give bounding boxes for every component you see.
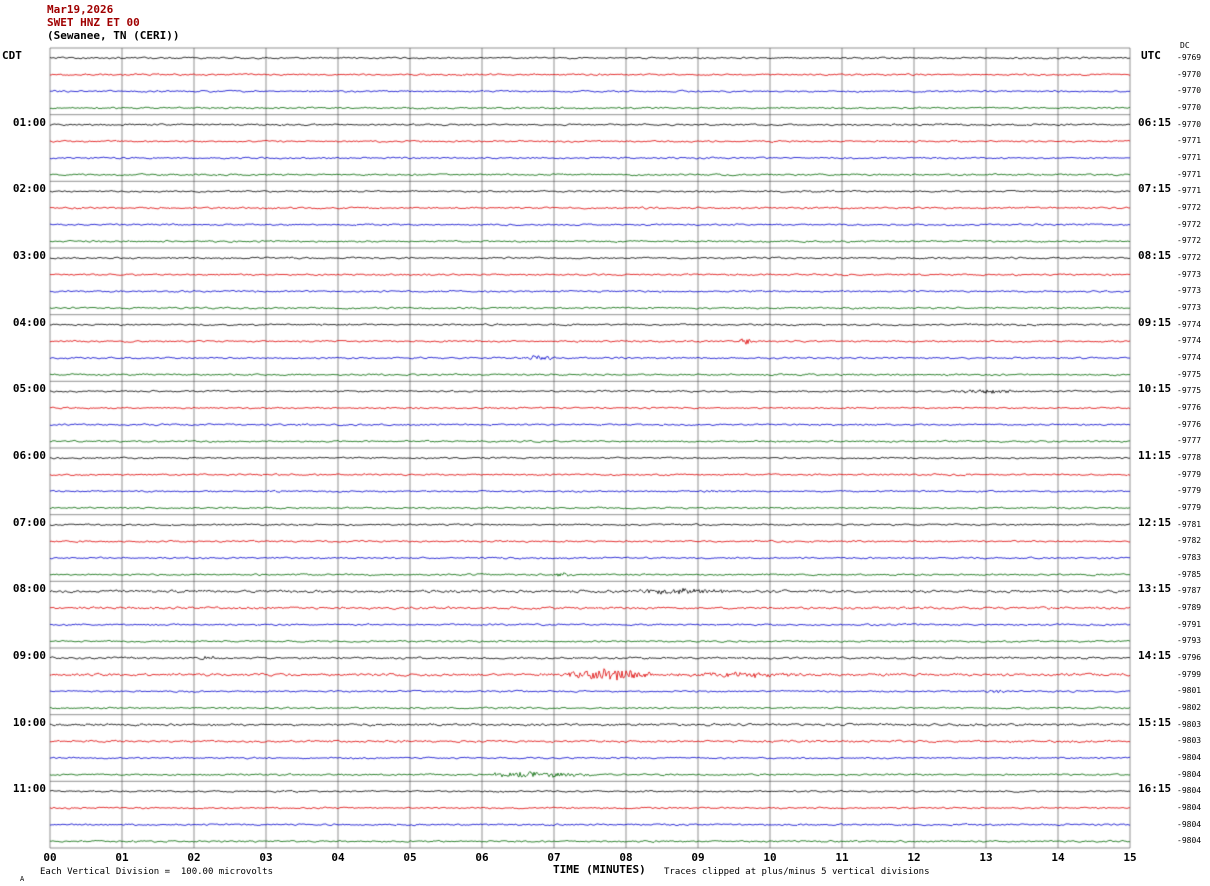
right-hour-label: 07:15	[1138, 182, 1172, 196]
x-tick-label: 15	[1123, 851, 1137, 864]
x-tick-label: 03	[259, 851, 273, 864]
left-hour-label: 05:00	[12, 382, 46, 396]
date-label: Mar19,2026	[47, 3, 114, 16]
dc-offset-value: -9772	[1177, 253, 1202, 262]
clip-note: Traces clipped at plus/minus 5 vertical …	[664, 867, 930, 877]
left-hour-label: 11:00	[12, 782, 46, 796]
dc-offset-value: -9787	[1177, 586, 1202, 596]
location-label: (Sewanee, TN (CERI))	[47, 29, 180, 42]
dc-offset-value: -9774	[1177, 336, 1202, 346]
dc-offset-value: -9777	[1177, 436, 1202, 446]
right-hour-label: 08:15	[1138, 249, 1172, 262]
x-tick-label: 02	[187, 851, 201, 864]
left-hour-label: 08:00	[12, 582, 46, 596]
dc-offset-value: -9775	[1177, 386, 1202, 396]
left-hour-label: 02:00	[12, 182, 46, 196]
dc-offset-value: -9804	[1177, 803, 1202, 812]
right-hour-label: 12:15	[1138, 515, 1172, 529]
dc-offset-value: -9773	[1177, 303, 1202, 312]
dc-offset-value: -9802	[1177, 703, 1202, 712]
dc-offset-value: -9772	[1177, 236, 1202, 246]
dc-offset-value: -9775	[1177, 369, 1202, 379]
left-hour-label: 01:00	[12, 115, 46, 129]
dc-offset-value: -9799	[1177, 669, 1202, 679]
dc-offset-value: -9804	[1177, 819, 1202, 829]
dc-offset-value: -9771	[1177, 169, 1202, 179]
scale-note: Each Vertical Division = 100.00 microvol…	[40, 867, 273, 877]
dc-offset-value: -9773	[1177, 269, 1202, 279]
dc-offset-value: -9771	[1177, 136, 1202, 146]
dc-offset-value: -9785	[1177, 569, 1202, 579]
dc-offset-value: -9770	[1177, 103, 1202, 112]
dc-offset-value: -9769	[1177, 53, 1202, 62]
x-tick-label: 04	[331, 851, 345, 864]
x-tick-label: 07	[547, 851, 561, 864]
dc-offset-value: -9770	[1177, 69, 1202, 79]
right-hour-label: 13:15	[1138, 582, 1172, 596]
dc-offset-value: -9789	[1177, 603, 1202, 612]
dc-offset-value: -9804	[1177, 786, 1202, 796]
x-tick-label: 10	[763, 851, 777, 864]
right-hour-label: 10:15	[1138, 382, 1172, 396]
left-hour-label: 09:00	[12, 649, 46, 662]
x-tick-label: 08	[619, 851, 633, 864]
dc-offset-value: -9779	[1177, 503, 1202, 512]
dc-offset-value: -9771	[1177, 186, 1202, 196]
x-tick-label: 05	[403, 851, 417, 864]
dc-offset-value: -9804	[1177, 753, 1202, 762]
dc-offset-value: -9774	[1177, 353, 1202, 362]
corner-mark: A	[20, 875, 25, 883]
dc-offset-value: -9804	[1177, 769, 1202, 779]
right-hour-label: 14:15	[1138, 649, 1172, 662]
dc-offset-value: -9791	[1177, 619, 1202, 629]
left-hour-label: 10:00	[12, 715, 46, 729]
dc-offset-value: -9783	[1177, 553, 1202, 562]
x-tick-label: 12	[907, 851, 921, 864]
x-tick-label: 09	[691, 851, 705, 864]
dc-offset-value: -9772	[1177, 203, 1202, 212]
right-hour-label: 16:15	[1138, 782, 1172, 796]
left-hour-label: 03:00	[12, 249, 46, 262]
dc-offset-value: -9776	[1177, 403, 1202, 412]
x-tick-label: 00	[43, 851, 57, 864]
dc-offset-value: -9803	[1177, 736, 1202, 746]
dc-offset-value: -9779	[1177, 469, 1202, 479]
dc-offset-value: -9793	[1177, 636, 1202, 646]
right-timezone-label: UTC	[1141, 49, 1161, 62]
x-tick-label: 06	[475, 851, 489, 864]
x-tick-label: 01	[115, 851, 129, 864]
dc-offset-value: -9796	[1177, 653, 1202, 662]
right-hour-label: 11:15	[1138, 449, 1172, 462]
dc-offset-value: -9771	[1177, 153, 1202, 162]
dc-offset-value: -9770	[1177, 119, 1202, 129]
x-tick-label: 13	[979, 851, 993, 864]
left-timezone-label: CDT	[2, 49, 22, 62]
x-axis-title: TIME (MINUTES)	[553, 863, 646, 876]
dc-offset-value: -9774	[1177, 319, 1202, 329]
right-hour-label: 09:15	[1138, 315, 1172, 329]
dc-offset-value: -9772	[1177, 219, 1202, 229]
dc-column-header: DC	[1180, 41, 1190, 50]
dc-offset-value: -9776	[1177, 419, 1202, 429]
left-hour-label: 04:00	[12, 315, 46, 329]
dc-offset-value: -9778	[1177, 453, 1202, 462]
x-tick-label: 11	[835, 851, 849, 864]
right-hour-label: 06:15	[1138, 115, 1172, 129]
left-hour-label: 06:00	[12, 449, 46, 462]
dc-offset-value: -9779	[1177, 486, 1202, 496]
right-hour-label: 15:15	[1138, 715, 1172, 729]
dc-offset-value: -9801	[1177, 686, 1202, 696]
left-hour-label: 07:00	[12, 515, 46, 529]
dc-offset-value: -9803	[1177, 719, 1202, 729]
station-label: SWET HNZ ET 00	[47, 16, 140, 29]
dc-offset-value: -9782	[1177, 536, 1202, 546]
dc-offset-value: -9773	[1177, 286, 1202, 296]
x-tick-label: 14	[1051, 851, 1065, 864]
dc-offset-value: -9804	[1177, 836, 1202, 846]
dc-offset-value: -9781	[1177, 519, 1202, 529]
dc-offset-value: -9770	[1177, 86, 1202, 96]
